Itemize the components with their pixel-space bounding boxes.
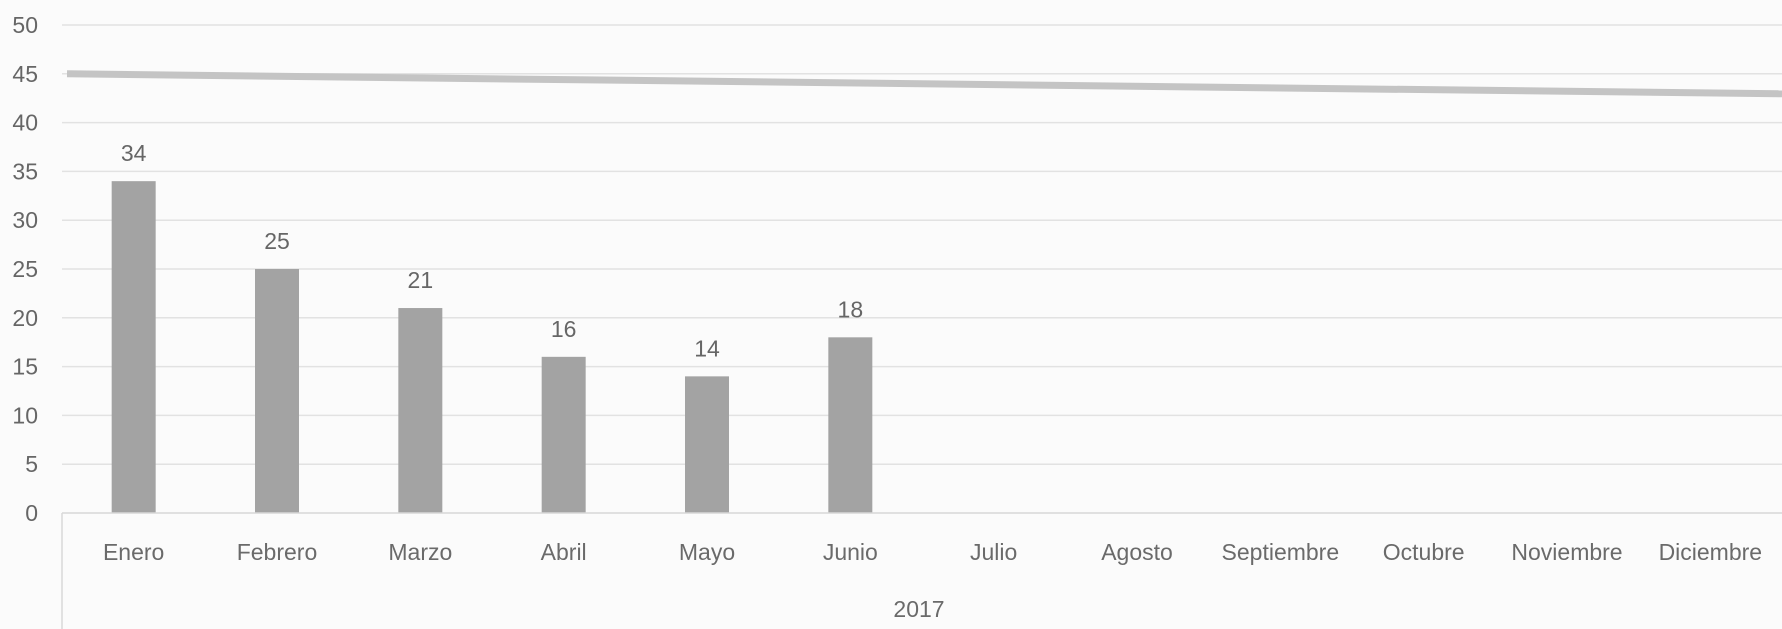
reference-line — [66, 70, 1782, 98]
category-axis-frame — [61, 512, 1782, 629]
y-tick-label: 40 — [12, 110, 38, 136]
x-axis-categories: Enero Febrero Marzo Abril Mayo Junio Julio Agos… — [103, 539, 1762, 565]
bar — [111, 181, 156, 513]
x-category-label: Agosto — [1101, 539, 1173, 565]
x-category-label: Diciembre — [1659, 539, 1763, 565]
y-tick-label: 50 — [12, 12, 38, 38]
bar — [255, 269, 299, 513]
data-label: 14 — [694, 335, 720, 361]
data-label: 21 — [408, 267, 434, 293]
data-label: 18 — [838, 296, 864, 322]
x-category-label: Febrero — [237, 539, 318, 565]
reference-line-layer — [66, 70, 1782, 98]
gridlines — [62, 24, 1782, 465]
y-tick-label: 20 — [12, 305, 38, 331]
y-axis-ticks: 0 5 10 15 20 25 30 35 40 45 50 — [12, 12, 38, 526]
x-category-label: Marzo — [388, 539, 452, 565]
x-category-label: Septiembre — [1222, 539, 1340, 565]
bars — [111, 181, 873, 513]
x-category-label: Octubre — [1383, 539, 1465, 565]
bar — [398, 308, 443, 513]
y-tick-label: 15 — [12, 354, 38, 380]
y-tick-label: 25 — [12, 256, 38, 282]
y-tick-label: 45 — [12, 61, 38, 87]
data-label: 34 — [121, 140, 147, 166]
bar — [685, 376, 729, 513]
y-tick-label: 30 — [12, 207, 38, 233]
data-label: 25 — [264, 228, 290, 254]
y-tick-label: 35 — [12, 158, 38, 184]
x-category-label: Enero — [103, 539, 164, 565]
x-category-label: Julio — [970, 539, 1017, 565]
y-tick-label: 0 — [25, 500, 38, 526]
y-tick-label: 10 — [12, 402, 38, 428]
x-category-label: Noviembre — [1511, 539, 1622, 565]
bar — [828, 337, 873, 513]
data-labels: 34 25 21 16 14 18 — [121, 140, 863, 361]
x-group-label: 2017 — [893, 596, 944, 622]
data-label: 16 — [551, 316, 577, 342]
y-tick-label: 5 — [25, 451, 38, 477]
x-category-label: Abril — [541, 539, 587, 565]
x-category-label: Mayo — [679, 539, 735, 565]
bar — [541, 356, 586, 513]
x-category-label: Junio — [823, 539, 878, 565]
